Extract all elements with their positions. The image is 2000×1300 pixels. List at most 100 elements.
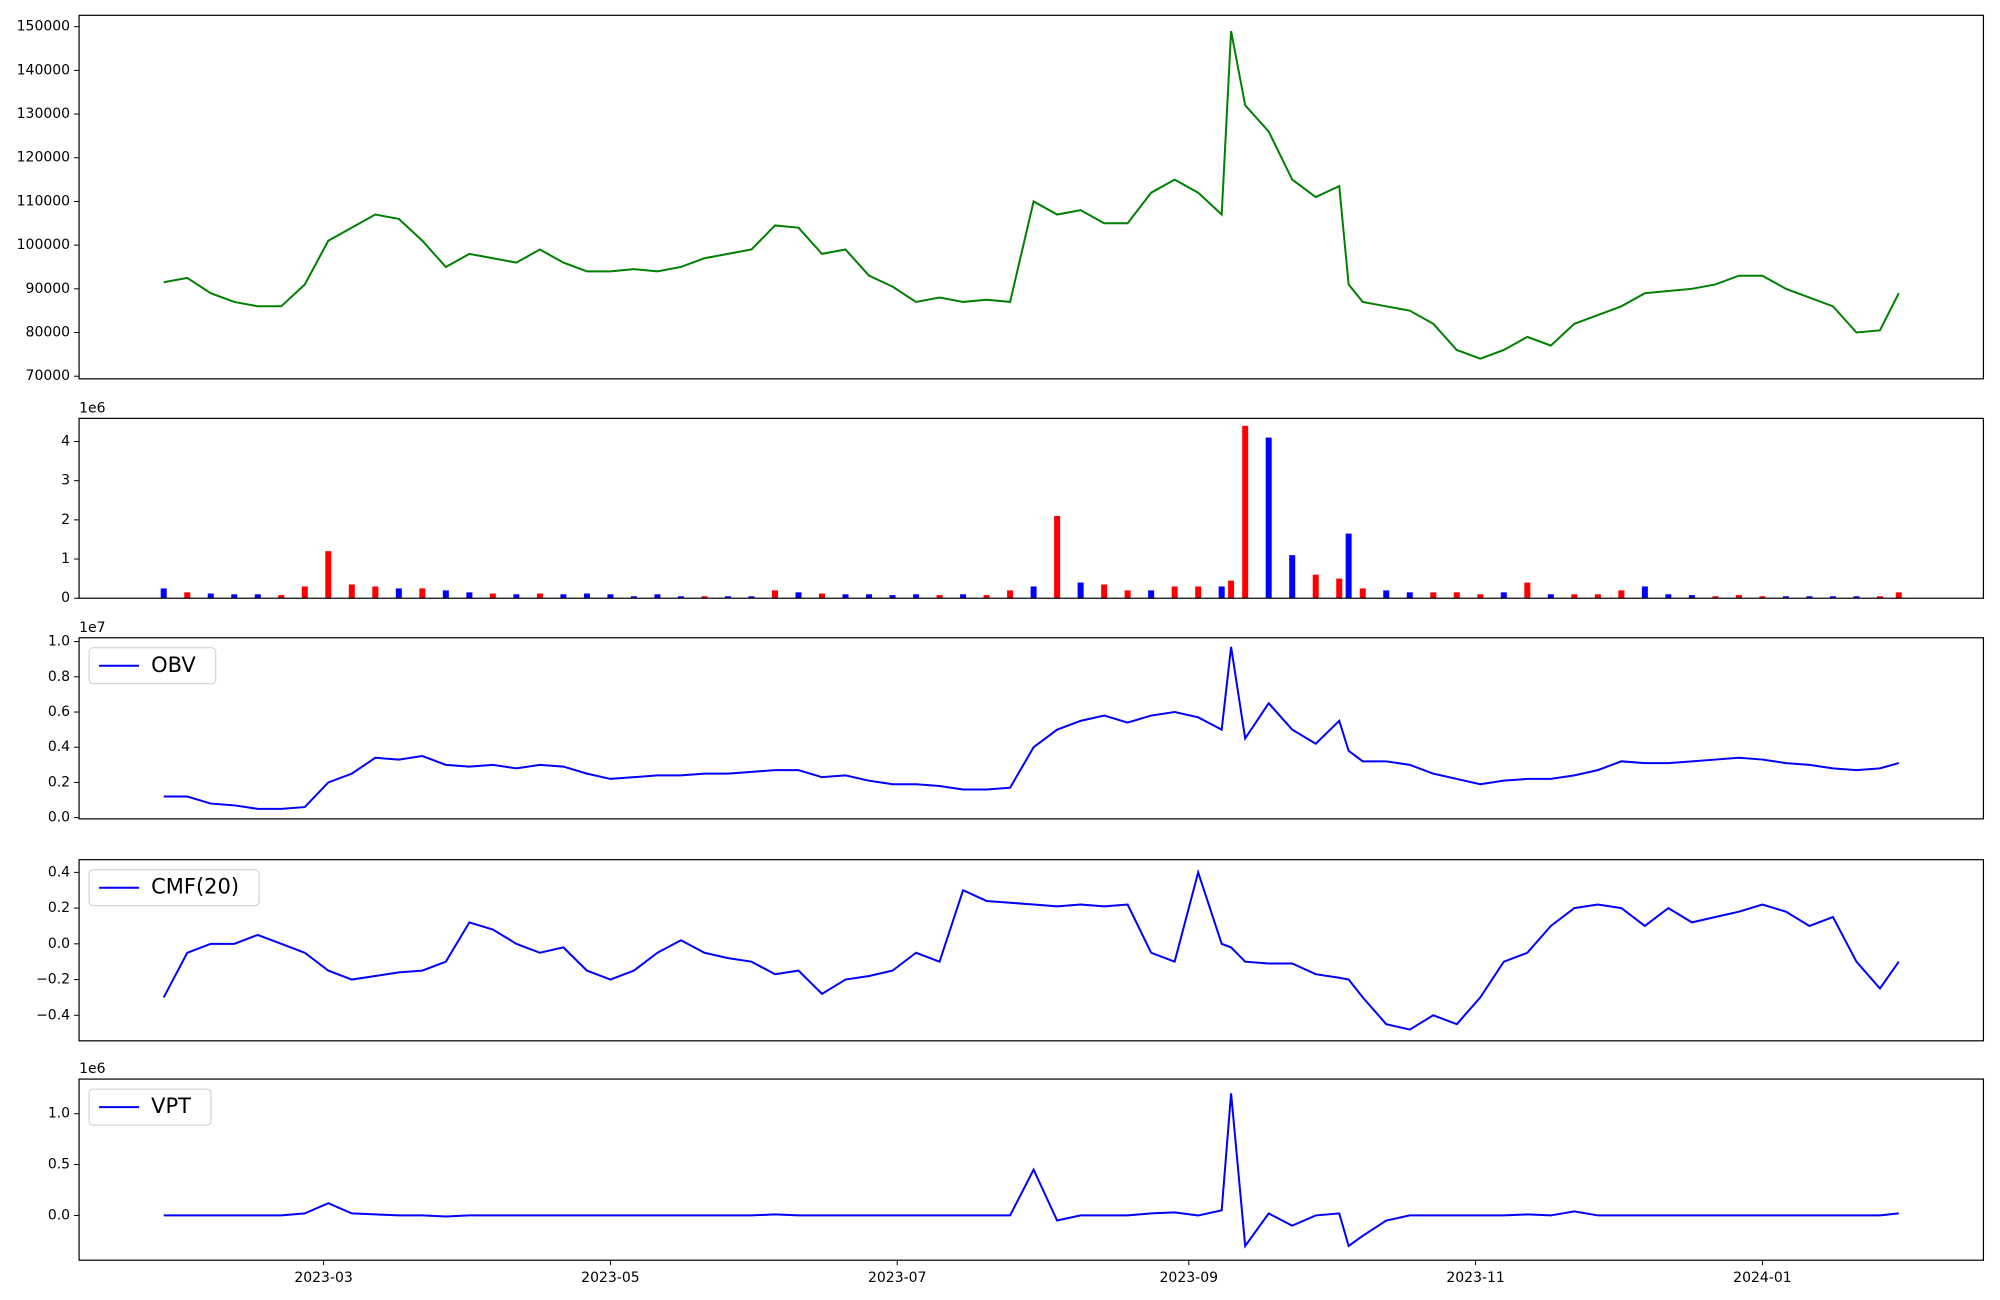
legend-label: CMF(20) — [151, 875, 239, 899]
legend — [88, 1088, 212, 1126]
axis-offset-label: 1e7 — [79, 620, 105, 636]
y-tick-label: 130000 — [17, 106, 70, 122]
bar — [1641, 586, 1648, 599]
bar — [1688, 595, 1695, 599]
bar — [207, 593, 214, 599]
bar — [1430, 592, 1437, 599]
y-tick-label: 0.2 — [48, 900, 70, 916]
x-tick-label: 2023-09 — [1160, 1270, 1219, 1286]
y-tick-label: 0.5 — [48, 1157, 70, 1173]
bar — [419, 588, 426, 599]
bar — [1124, 590, 1131, 599]
bar — [536, 593, 543, 599]
bar — [301, 586, 308, 599]
y-tick-label: 1.0 — [48, 634, 70, 650]
bar — [1312, 574, 1319, 599]
line — [163, 1093, 1899, 1249]
bar — [1345, 533, 1352, 599]
bar — [1712, 596, 1719, 599]
legend-label: OBV — [151, 653, 196, 677]
bar — [325, 551, 332, 599]
bar — [1148, 590, 1155, 599]
y-tick-label: 0.6 — [48, 704, 70, 720]
y-tick-label: 1.0 — [48, 1106, 70, 1122]
bar — [560, 594, 567, 599]
bar — [889, 595, 896, 599]
x-tick-label: 2023-07 — [868, 1270, 927, 1286]
bar — [583, 593, 590, 599]
bar — [1228, 580, 1235, 599]
axes-frame — [78, 417, 1985, 599]
bar — [372, 586, 379, 599]
bar — [1571, 594, 1578, 599]
bar — [1547, 594, 1554, 599]
y-tick-label: 3 — [61, 473, 70, 489]
y-tick-label: −0.2 — [36, 972, 70, 988]
bar — [913, 594, 920, 599]
line — [162, 868, 1900, 1031]
y-tick-label: 0.8 — [48, 669, 70, 685]
y-tick-label: 0.2 — [48, 774, 70, 790]
bar — [184, 592, 191, 599]
bar — [866, 594, 873, 599]
axes-frame — [78, 1078, 1985, 1261]
y-tick-label: 1 — [61, 551, 70, 567]
y-tick-label: 110000 — [17, 193, 70, 209]
y-tick-label: 0 — [61, 590, 70, 606]
bar — [983, 595, 990, 599]
y-tick-label: 0.4 — [48, 864, 70, 880]
bar — [936, 595, 943, 599]
bar — [1453, 592, 1460, 599]
bar — [1101, 584, 1108, 599]
line — [163, 646, 1900, 810]
bar — [1477, 594, 1484, 599]
bar — [771, 590, 778, 599]
bar — [1359, 588, 1366, 599]
bar — [1195, 586, 1202, 599]
bar — [278, 595, 285, 599]
legend-label: VPT — [151, 1094, 191, 1118]
bar — [701, 596, 708, 599]
bar — [1077, 582, 1084, 599]
x-tick-label: 2023-05 — [581, 1270, 640, 1286]
axis-offset-label: 1e6 — [79, 1061, 106, 1077]
y-tick-label: 70000 — [26, 368, 71, 384]
bar — [748, 596, 755, 599]
bar — [1594, 594, 1601, 599]
y-tick-label: 120000 — [17, 150, 70, 166]
bar — [1007, 590, 1014, 599]
bar — [1895, 592, 1902, 599]
bar — [1665, 594, 1672, 599]
y-tick-label: 90000 — [26, 281, 71, 297]
bar — [795, 592, 802, 599]
bar — [1759, 596, 1766, 599]
bar — [1289, 555, 1296, 599]
bar — [466, 592, 473, 599]
bar — [842, 594, 849, 599]
axis-offset-label: 1e6 — [79, 400, 106, 416]
bar — [442, 590, 449, 599]
bar — [1265, 437, 1272, 599]
bar — [1829, 596, 1836, 599]
bar — [1618, 590, 1625, 599]
y-tick-label: 2 — [61, 512, 70, 528]
bar — [1242, 425, 1249, 599]
y-tick-label: 140000 — [17, 62, 70, 78]
line — [163, 30, 1900, 360]
bar — [1500, 592, 1507, 599]
bar — [677, 596, 684, 599]
bar — [1171, 586, 1178, 599]
bar — [231, 594, 238, 599]
bar — [1406, 592, 1413, 599]
bar — [1383, 590, 1390, 599]
bar — [654, 594, 661, 599]
y-tick-label: 100000 — [17, 237, 70, 253]
legend — [88, 647, 217, 685]
y-tick-label: 0.0 — [48, 1207, 70, 1223]
legend — [88, 869, 260, 907]
bar — [724, 596, 731, 599]
bar — [1853, 596, 1860, 599]
y-tick-label: 0.0 — [48, 810, 70, 826]
bar — [1524, 582, 1531, 599]
